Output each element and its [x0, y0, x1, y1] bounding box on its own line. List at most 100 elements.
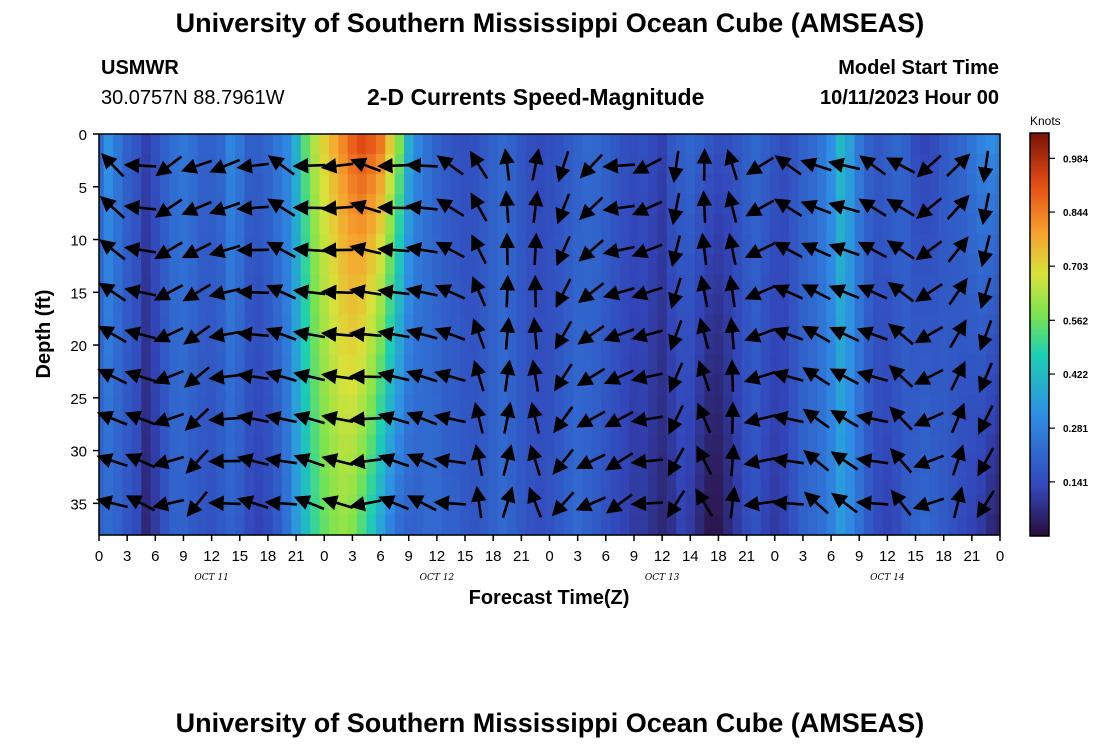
speed-cell [253, 474, 264, 496]
speed-cell [131, 134, 142, 155]
speed-cell [441, 514, 452, 536]
current-vector [666, 489, 686, 519]
speed-cell [169, 354, 180, 376]
current-vector [527, 359, 543, 392]
speed-cell [563, 454, 574, 476]
speed-cell [460, 174, 471, 195]
speed-cell [507, 494, 518, 516]
speed-cell [694, 134, 705, 155]
speed-cell [854, 254, 865, 275]
current-vector [579, 196, 604, 221]
speed-cell [497, 214, 508, 235]
speed-cell [169, 494, 180, 516]
speed-cell [404, 334, 415, 356]
speed-cell [882, 414, 893, 436]
speed-cell [863, 454, 874, 476]
speed-cell [779, 494, 790, 516]
x-axis: 0 3 6 9 12 15 18 21 0 3 6 9 12 15 18 21 0 3 6 9 12 14 18 21 0 3 6 9… [95, 535, 1004, 583]
speed-cell [816, 394, 827, 416]
speed-cell [648, 434, 659, 456]
speed-cell [460, 514, 471, 536]
speed-cell [375, 254, 386, 275]
speed-cell [282, 474, 293, 496]
current-vector [500, 444, 516, 477]
speed-cell [178, 294, 189, 316]
speed-cell [516, 194, 527, 215]
speed-cell [835, 174, 846, 195]
current-vector [183, 366, 211, 388]
speed-cell [601, 474, 612, 496]
speed-cell [488, 454, 499, 476]
current-vector [668, 277, 684, 310]
page-title: University of Southern Mississippi Ocean… [175, 8, 925, 38]
speed-cell [122, 174, 133, 195]
speed-cell [479, 514, 490, 536]
speed-cell [206, 434, 217, 456]
speed-cell [751, 134, 762, 155]
current-vector [856, 410, 889, 427]
speed-cell [197, 434, 208, 456]
speed-cell [328, 154, 339, 175]
speed-cell [99, 214, 105, 235]
x-tick-label: 15 [907, 548, 924, 565]
speed-cell [723, 174, 734, 195]
current-vector [183, 324, 211, 345]
speed-cell [338, 474, 349, 496]
speed-cell [572, 194, 583, 215]
speed-cell [319, 254, 330, 275]
speed-cell [976, 194, 987, 215]
speed-cell [253, 354, 264, 376]
speed-cell [910, 354, 921, 376]
speed-cell [441, 134, 452, 155]
speed-cell [751, 394, 762, 416]
speed-cell [479, 414, 490, 436]
speed-cell [685, 494, 696, 516]
current-vector [889, 406, 913, 431]
speed-cell [366, 394, 377, 416]
speed-cell [863, 134, 874, 155]
current-vector [125, 453, 156, 469]
speed-cell [591, 374, 602, 396]
speed-cell [816, 154, 827, 175]
speed-cell [854, 214, 865, 235]
speed-cell [544, 294, 555, 316]
speed-cell [760, 394, 771, 416]
speed-cell [99, 254, 105, 275]
speed-cell [638, 454, 649, 476]
speed-cell [629, 274, 640, 295]
speed-cell [244, 434, 255, 456]
current-vector [348, 368, 382, 385]
speed-cell [816, 174, 827, 195]
speed-cell [995, 154, 1001, 175]
x-tick-label: 3 [573, 548, 581, 565]
speed-cell [751, 454, 762, 476]
speed-cell [328, 134, 339, 155]
speed-cell [619, 274, 630, 295]
speed-cell [169, 174, 180, 195]
speed-cell [450, 514, 461, 536]
speed-cell [657, 194, 668, 215]
speed-cell [225, 474, 236, 496]
speed-cell [995, 214, 1001, 235]
speed-cell [910, 314, 921, 336]
speed-cell [985, 374, 996, 396]
speed-cell [310, 174, 321, 195]
speed-cell [357, 294, 368, 316]
current-vector [855, 453, 889, 469]
speed-cell [967, 454, 978, 476]
current-vector [499, 401, 516, 434]
speed-cell [892, 134, 903, 155]
speed-cell [272, 394, 283, 416]
speed-cell [99, 174, 105, 195]
speed-cell [657, 234, 668, 255]
speed-cell [103, 294, 114, 316]
speed-cell [601, 214, 612, 235]
speed-cell [99, 294, 105, 316]
speed-cell [845, 514, 856, 536]
speed-cell [666, 434, 677, 456]
speed-cell [385, 294, 396, 316]
speed-cell [244, 154, 255, 175]
speed-cell [282, 194, 293, 215]
model-start-label: Model Start Time [838, 57, 999, 79]
speed-cell [497, 174, 508, 195]
